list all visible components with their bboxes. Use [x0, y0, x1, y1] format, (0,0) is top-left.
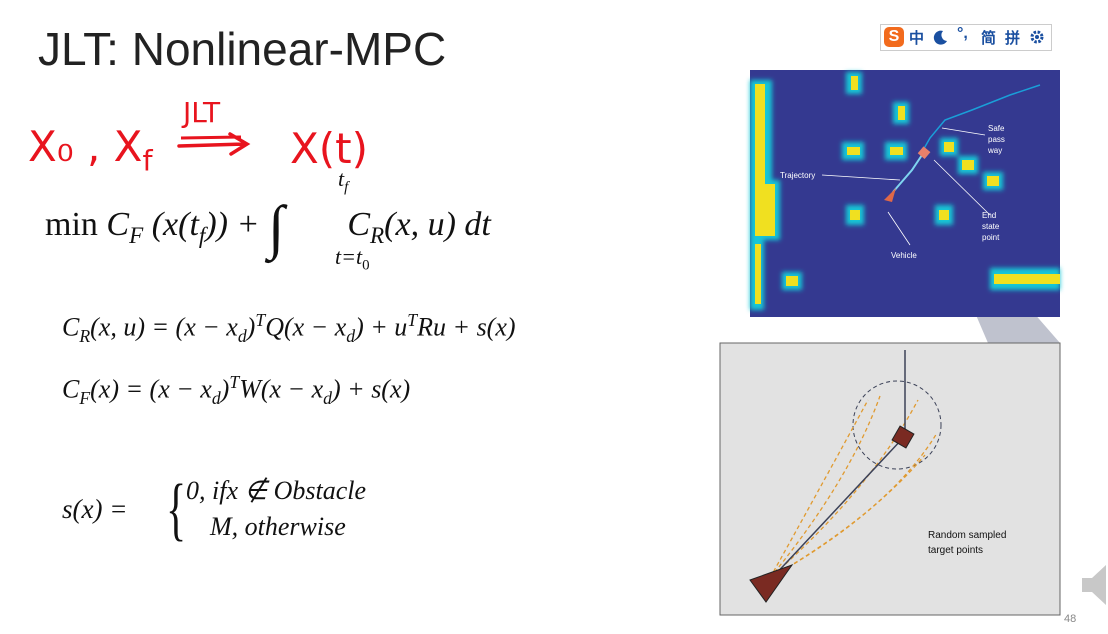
end-state — [917, 146, 931, 160]
label: End — [982, 211, 996, 220]
eq-part: ) + u — [355, 312, 408, 342]
obstacles — [750, 72, 1060, 310]
eq-part: (x) = (x − x — [90, 374, 212, 404]
inset-end-state — [891, 425, 915, 449]
integral: ∫ — [267, 194, 285, 260]
ime-logo[interactable]: S — [884, 27, 904, 47]
ime-simplified[interactable]: 简 — [981, 30, 997, 47]
eq-part: C — [62, 374, 80, 404]
label: way — [987, 146, 1002, 155]
lower-limit: t=t0 — [335, 244, 370, 274]
ime-toolbar[interactable]: S 中 °, 简 拼 — [880, 24, 1052, 51]
objective-rest: (x, u) dt — [384, 206, 491, 243]
eq-sub: d — [346, 325, 356, 346]
cf-sub: F — [129, 222, 144, 249]
handwritten-arrow — [177, 132, 251, 156]
ime-settings[interactable] — [1029, 29, 1045, 45]
lower-sub: 0 — [362, 257, 370, 274]
eq-part: ) + s(x) — [331, 374, 411, 404]
running-cost: CR(x, u) = (x − xd)TQ(x − xd) + uTRu + s… — [62, 310, 516, 347]
cr: C — [347, 206, 371, 243]
planned-path — [921, 84, 1041, 153]
eq-sub: d — [323, 387, 332, 408]
cf: C — [106, 206, 130, 243]
label: Vehicle — [891, 251, 917, 260]
eq-part: C — [62, 312, 80, 342]
ime-mode[interactable]: 中 — [909, 30, 925, 47]
eq-part: ) — [246, 312, 256, 342]
ime-moon[interactable] — [933, 29, 949, 45]
min: min — [45, 206, 98, 243]
inset-caption: target points — [928, 545, 983, 556]
objective: min CF (x(tf)) + ∫ CR(x, u) dt — [45, 193, 491, 262]
brace: { — [166, 471, 187, 548]
label: point — [982, 233, 1000, 242]
eq-sub: R — [79, 325, 91, 346]
inset-vehicle — [749, 563, 794, 603]
inset-caption: Random sampled — [928, 530, 1006, 541]
cr-sub: R — [370, 222, 385, 249]
eq-part: ) — [220, 374, 230, 404]
callouts — [821, 127, 991, 246]
handwritten-start: X₀ , Xf — [28, 122, 153, 177]
audio-icon[interactable] — [1082, 565, 1106, 605]
case: M, otherwise — [210, 512, 346, 541]
label: Safe — [988, 124, 1005, 133]
handwritten-target: X(t) — [290, 124, 369, 173]
handwritten-arrow-label: JLT — [183, 96, 221, 129]
handwritten-from: X₀ , X — [28, 122, 143, 171]
eq-sub: d — [211, 387, 221, 408]
eq-sup: T — [229, 372, 240, 392]
label: state — [982, 222, 1000, 231]
eq-part: Ru + s(x) — [417, 312, 516, 342]
eq-sup: T — [407, 310, 418, 330]
upper: t — [338, 166, 345, 191]
case: 0, ifx ∉ Obstacle — [186, 476, 367, 505]
final-cost: CF(x) = (x − xd)TW(x − xd) + s(x) — [62, 372, 410, 409]
eq-sub: F — [79, 387, 91, 408]
page-number: 48 — [1064, 613, 1076, 625]
slide-title: JLT: Nonlinear-MPC — [38, 23, 447, 75]
inset-trajectory — [771, 437, 904, 579]
sample-region — [852, 380, 942, 470]
eq-sup: T — [255, 310, 266, 330]
vehicle — [884, 188, 896, 202]
piecewise-lhs: s(x) = — [62, 494, 128, 524]
eq-part: W(x − x — [239, 374, 324, 404]
trajectory — [892, 151, 925, 193]
arg-open: (x(t — [151, 206, 199, 243]
lower: t=t — [335, 244, 363, 269]
handwritten-from-sub: f — [142, 143, 153, 178]
upper-sub: f — [344, 179, 349, 196]
eq-part: (x, u) = (x − x — [90, 312, 238, 342]
label: Trajectory — [780, 171, 815, 180]
upper-limit: tf — [338, 166, 348, 196]
label: pass — [988, 135, 1005, 144]
figure-labels: Safe pass way Trajectory End state point… — [780, 124, 1005, 260]
ime-pinyin[interactable]: 拼 — [1005, 30, 1021, 47]
arg-close: )) + — [205, 206, 260, 243]
ime-punct[interactable]: °, — [957, 25, 968, 42]
eq-sub: d — [237, 325, 247, 346]
arg-sub: f — [198, 222, 206, 249]
eq-part: Q(x − x — [265, 312, 347, 342]
